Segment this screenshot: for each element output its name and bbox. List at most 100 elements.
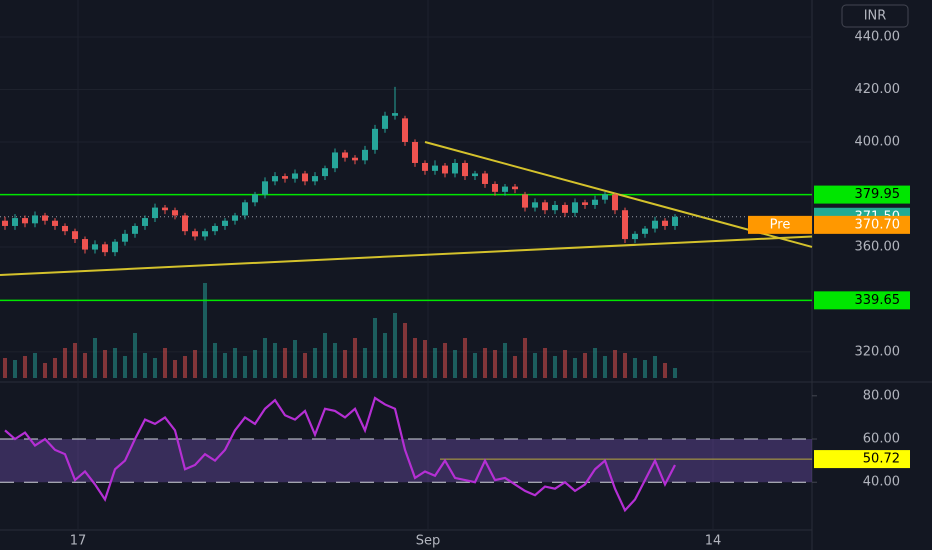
level-label: 379.95 (855, 187, 901, 202)
candle-body (622, 210, 628, 240)
y-tick-label: 320.00 (855, 344, 901, 359)
rsi-level-badge (814, 450, 910, 469)
volume-bar (303, 353, 307, 378)
candle-body (12, 218, 18, 226)
candle-body (152, 207, 158, 219)
level-badge (814, 291, 910, 310)
candle-body (662, 220, 668, 226)
candle-body (52, 220, 58, 226)
volume-bar (623, 353, 627, 378)
volume-bar (383, 333, 387, 378)
volume-bar (573, 358, 577, 378)
candle-body (22, 218, 28, 224)
premarket-badge (814, 215, 910, 234)
volume-bar (123, 356, 127, 378)
volume-bar (543, 348, 547, 378)
candle-body (592, 199, 598, 205)
trendline (0, 235, 813, 277)
candle-body (452, 162, 458, 174)
candle-body (112, 241, 118, 253)
candle-body (42, 215, 48, 221)
volume-bar (133, 333, 137, 378)
candle-body (312, 176, 318, 182)
candle-body (132, 225, 138, 234)
volume-bar (33, 353, 37, 378)
volume-bar (263, 338, 267, 378)
premarket-tag (748, 215, 812, 234)
volume-bar (203, 283, 207, 378)
volume-bar (73, 343, 77, 378)
candle-body (232, 215, 238, 221)
volume-bar (583, 353, 587, 378)
candle-body (302, 173, 308, 182)
candle-body (282, 176, 288, 179)
candle-body (342, 152, 348, 158)
candle-body (562, 204, 568, 213)
volume-bar (593, 348, 597, 378)
volume-bar (433, 348, 437, 378)
volume-bar (463, 338, 467, 378)
volume-bar (653, 356, 657, 378)
candle-body (102, 244, 108, 253)
volume-bar (353, 338, 357, 378)
candle-body (182, 215, 188, 232)
candle-body (202, 231, 208, 237)
volume-bar (663, 363, 667, 378)
volume-bar (403, 323, 407, 378)
candle-body (262, 181, 268, 195)
rsi-band (0, 439, 812, 483)
candle-body (252, 194, 258, 203)
candle-body (412, 141, 418, 163)
candle-body (382, 115, 388, 129)
rsi-tick-label: 60.00 (863, 432, 900, 447)
volume-bar (553, 356, 557, 378)
currency-box[interactable] (841, 4, 909, 28)
candle-body (652, 220, 658, 229)
candle-body (432, 165, 438, 171)
volume-bar (83, 353, 87, 378)
volume-bar (453, 350, 457, 378)
candle-body (642, 228, 648, 234)
candle-body (522, 194, 528, 208)
rsi-tick-label: 80.00 (863, 388, 900, 403)
candle-body (222, 220, 228, 226)
volume-bar (93, 338, 97, 378)
rsi-level-label: 50.72 (863, 452, 900, 467)
volume-bar (523, 338, 527, 378)
volume-bar (333, 343, 337, 378)
volume-bar (563, 350, 567, 378)
candle-body (512, 186, 518, 190)
candle-body (502, 186, 508, 192)
candle-body (552, 204, 558, 211)
rsi-line (4, 396, 676, 513)
volume-bar (643, 360, 647, 378)
x-tick-label: 14 (705, 534, 722, 549)
volume-bar (223, 353, 227, 378)
candle-body (72, 231, 78, 240)
level-label: 339.65 (855, 293, 901, 308)
candle-body (442, 165, 448, 174)
level-badge (814, 185, 910, 204)
candle-body (492, 183, 498, 192)
candle-body (172, 210, 178, 216)
volume-bar (633, 358, 637, 378)
volume-bar (673, 368, 677, 378)
candle-body (212, 225, 218, 232)
volume-bar (473, 353, 477, 378)
x-tick-label: Sep (416, 534, 441, 549)
volume-bar (493, 350, 497, 378)
volume-bar (443, 343, 447, 378)
candle-body (532, 202, 538, 208)
candle-body (32, 215, 38, 224)
candle-body (632, 233, 638, 240)
candle-body (142, 218, 148, 226)
candle-body (542, 202, 548, 211)
y-tick-label: 420.00 (855, 82, 901, 97)
candle-body (422, 162, 428, 171)
currency[interactable]: INR (864, 9, 887, 24)
volume-bar (13, 360, 17, 378)
volume-bar (313, 348, 317, 378)
candle-body (402, 118, 408, 142)
candle-body (292, 173, 298, 179)
candle-body (92, 244, 98, 250)
